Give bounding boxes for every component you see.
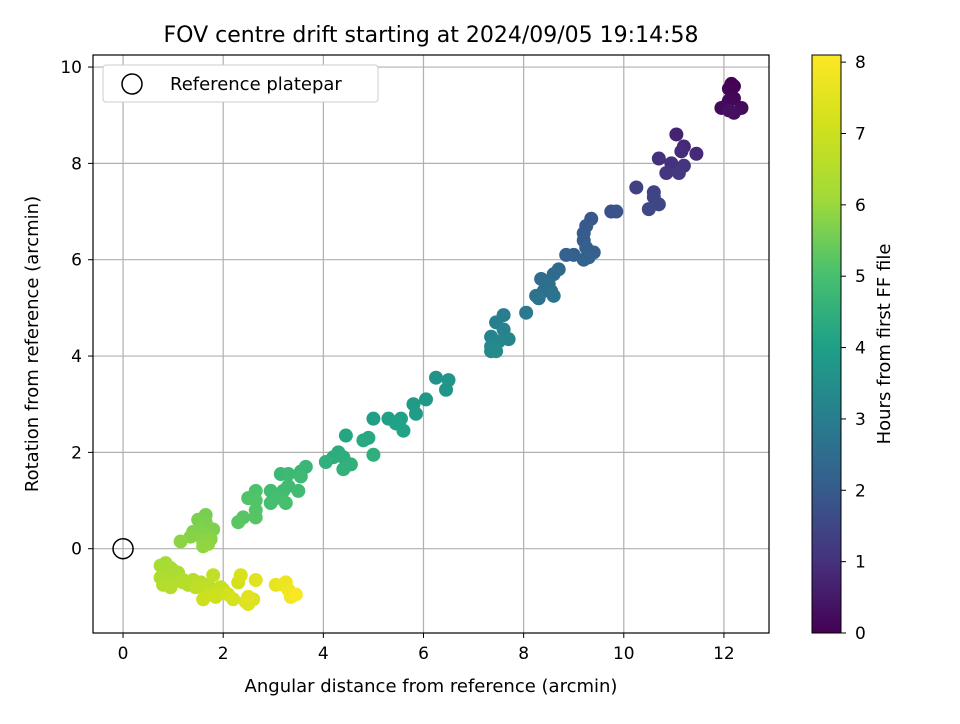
y-tick-label: 4	[71, 347, 82, 367]
colorbar-tick-label: 6	[855, 196, 866, 216]
data-point	[366, 411, 381, 426]
data-point	[318, 455, 333, 470]
data-point	[248, 510, 263, 525]
data-point	[336, 462, 351, 477]
colorbar-tick-label: 4	[855, 339, 866, 359]
data-point	[659, 166, 674, 181]
data-point	[291, 483, 306, 498]
data-point	[439, 382, 454, 397]
legend-box	[102, 64, 379, 103]
data-point	[248, 573, 263, 588]
grid-lines	[93, 55, 769, 633]
data-point	[281, 467, 296, 482]
x-tick-label: 0	[118, 644, 129, 664]
data-point	[559, 247, 574, 262]
data-point	[288, 587, 303, 602]
data-point	[531, 291, 546, 306]
data-point	[356, 433, 371, 448]
y-tick-label: 8	[71, 154, 82, 174]
data-point	[196, 539, 211, 554]
colorbar-tick-label: 5	[855, 267, 866, 287]
data-point	[689, 146, 704, 161]
data-point	[576, 252, 591, 267]
data-point	[233, 568, 248, 583]
y-axis-label: Rotation from reference (arcmin)	[22, 196, 43, 492]
data-point	[293, 469, 308, 484]
x-tick-label: 4	[318, 644, 329, 664]
data-point	[338, 428, 353, 443]
legend-label: Reference platepar	[170, 74, 342, 95]
data-point	[163, 580, 178, 595]
legend: Reference platepar	[102, 64, 379, 103]
x-axis-ticks: 0 2 4 6 8 10 12	[118, 633, 735, 664]
data-point	[546, 288, 561, 303]
data-point	[721, 103, 736, 118]
x-tick-label: 6	[418, 644, 429, 664]
y-axis-ticks: 0 2 4 6 8 10	[60, 58, 93, 560]
data-point	[651, 151, 666, 166]
colorbar-tick-label: 0	[855, 624, 866, 644]
data-point	[674, 144, 689, 159]
data-points	[153, 76, 749, 612]
reference-marker	[112, 537, 134, 560]
colorbar-tick-label: 7	[855, 124, 866, 144]
data-point	[196, 592, 211, 607]
data-point	[396, 423, 411, 438]
data-point	[408, 406, 423, 421]
data-point	[278, 495, 293, 510]
colorbar-tick-label: 1	[855, 553, 866, 573]
data-point	[173, 534, 188, 549]
y-tick-label: 2	[71, 443, 82, 463]
data-point	[671, 166, 686, 181]
data-point	[231, 515, 246, 530]
x-tick-label: 2	[218, 644, 229, 664]
data-point	[263, 495, 278, 510]
data-point	[248, 493, 263, 508]
colorbar: 0 1 2 3 4 5 6 7 8 Hours from first FF file	[811, 53, 895, 644]
colorbar-gradient	[811, 54, 842, 634]
x-tick-label: 12	[713, 644, 735, 664]
y-tick-label: 6	[71, 251, 82, 271]
data-point	[429, 370, 444, 385]
data-point	[519, 305, 534, 320]
colorbar-tick-label: 8	[855, 53, 866, 73]
data-point	[366, 447, 381, 462]
legend-open-circle-icon	[121, 73, 143, 95]
data-point	[609, 204, 624, 219]
colorbar-ticks: 0 1 2 3 4 5 6 7 8	[841, 53, 866, 644]
x-tick-label: 8	[518, 644, 529, 664]
y-tick-label: 0	[71, 540, 82, 560]
data-point	[226, 592, 241, 607]
data-point	[206, 568, 221, 583]
colorbar-label: Hours from first FF file	[874, 244, 895, 445]
x-axis-label: Angular distance from reference (arcmin)	[245, 676, 618, 697]
colorbar-tick-label: 2	[855, 481, 866, 501]
x-tick-label: 10	[613, 644, 635, 664]
data-point	[188, 580, 203, 595]
data-point	[208, 589, 223, 604]
data-point	[669, 127, 684, 142]
colorbar-tick-label: 3	[855, 410, 866, 430]
data-point	[641, 202, 656, 217]
plot-frame	[92, 54, 770, 634]
data-point	[489, 344, 504, 359]
y-tick-label: 10	[60, 58, 82, 78]
data-point	[629, 180, 644, 195]
chart-title: FOV centre drift starting at 2024/09/05 …	[164, 23, 699, 48]
data-point	[418, 392, 433, 407]
data-point	[241, 589, 256, 604]
